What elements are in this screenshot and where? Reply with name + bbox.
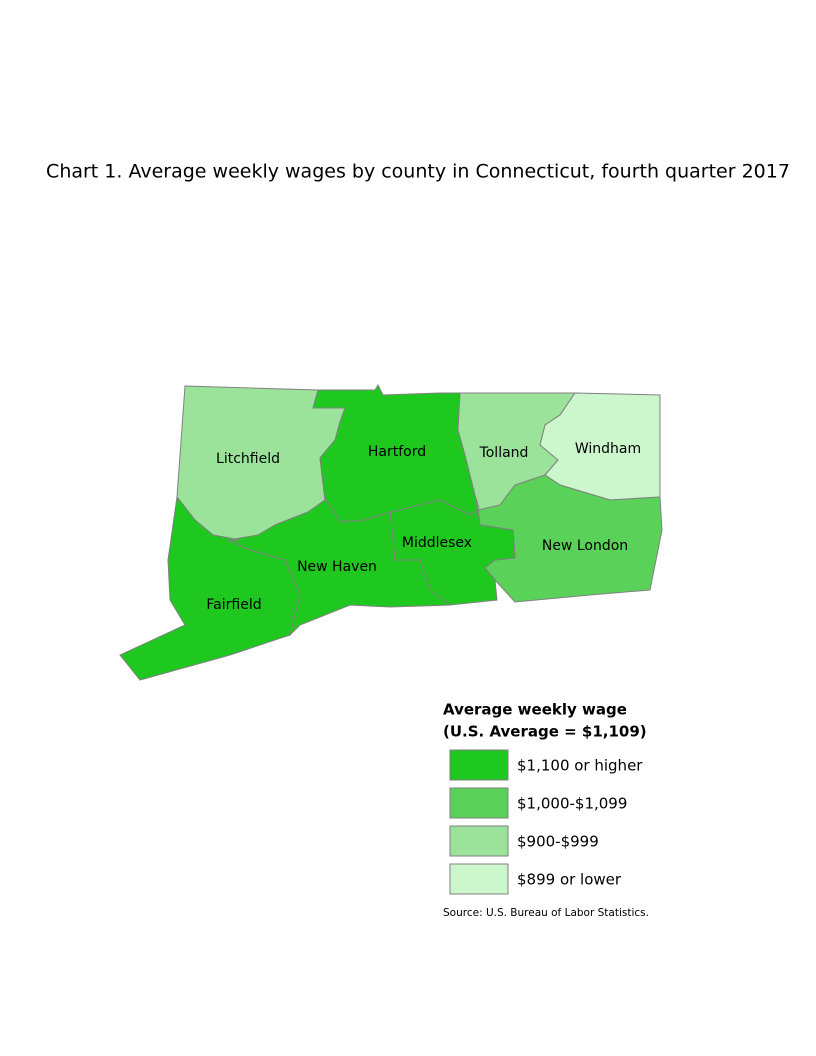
legend-swatch — [449, 825, 509, 857]
legend-swatch — [449, 863, 509, 895]
legend-title: (U.S. Average = $1,109) — [443, 723, 647, 741]
county-label: New London — [542, 538, 628, 554]
county-label: Hartford — [368, 444, 426, 460]
county — [119, 495, 301, 681]
county-label: Middlesex — [402, 535, 472, 551]
map: Litchfield Hartford Tolland Windham New Lond… — [119, 383, 663, 681]
legend-title: Average weekly wage — [443, 701, 627, 719]
county-label: Tolland — [479, 445, 529, 461]
county-label: Litchfield — [216, 451, 280, 467]
legend-label: $900-$999 — [517, 833, 599, 851]
county-label: Windham — [575, 441, 641, 457]
county-label: Fairfield — [206, 597, 261, 613]
county-label: New Haven — [297, 559, 377, 575]
legend-swatch — [449, 749, 509, 781]
legend-label: $1,000-$1,099 — [517, 795, 627, 813]
legend-label: $1,100 or higher — [517, 757, 643, 775]
legend-label: $899 or lower — [517, 871, 622, 889]
legend-swatch — [449, 787, 509, 819]
legend: Average weekly wage (U.S. Average = $1,1… — [443, 701, 647, 895]
source: Source: U.S. Bureau of Labor Statistics. — [443, 907, 649, 919]
map-title: Chart 1. Average weekly wages by county … — [46, 161, 790, 183]
